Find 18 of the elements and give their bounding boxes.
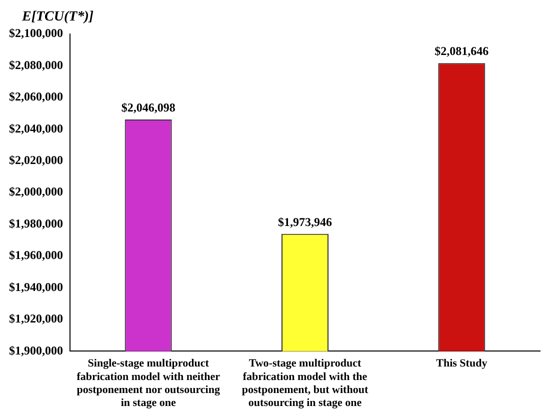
y-tick-label: $2,060,000 — [9, 90, 63, 104]
x-tick-label: This Study — [436, 358, 488, 370]
y-tick-label: $1,980,000 — [9, 216, 63, 230]
y-tick-label: $2,040,000 — [9, 121, 63, 136]
y-tick-label: $1,940,000 — [9, 280, 63, 294]
x-tick-label: Two-stage multiproduct fabrication model with the postponement, but without outsourcing in stage one — [242, 358, 368, 410]
data-label: $2,081,646 — [434, 44, 489, 58]
y-tick-label: $1,960,000 — [9, 248, 63, 262]
y-axis-title: E[TCU(T*)] — [21, 10, 94, 25]
data-label: $1,973,946 — [278, 215, 332, 230]
y-tick-label: $2,080,000 — [9, 58, 63, 72]
y-tick-label: $1,920,000 — [9, 312, 63, 326]
y-tick-label: $1,900,000 — [9, 343, 63, 358]
y-tick-label: $2,000,000 — [9, 184, 63, 199]
y-tick-label: $2,100,000 — [9, 26, 63, 40]
x-tick-label: Single-stage multiproduct fabrication model with neither postponement nor outsourcing in stage one — [76, 358, 220, 410]
data-label: $2,046,098 — [121, 100, 176, 115]
y-tick-label: $2,020,000 — [9, 152, 63, 167]
